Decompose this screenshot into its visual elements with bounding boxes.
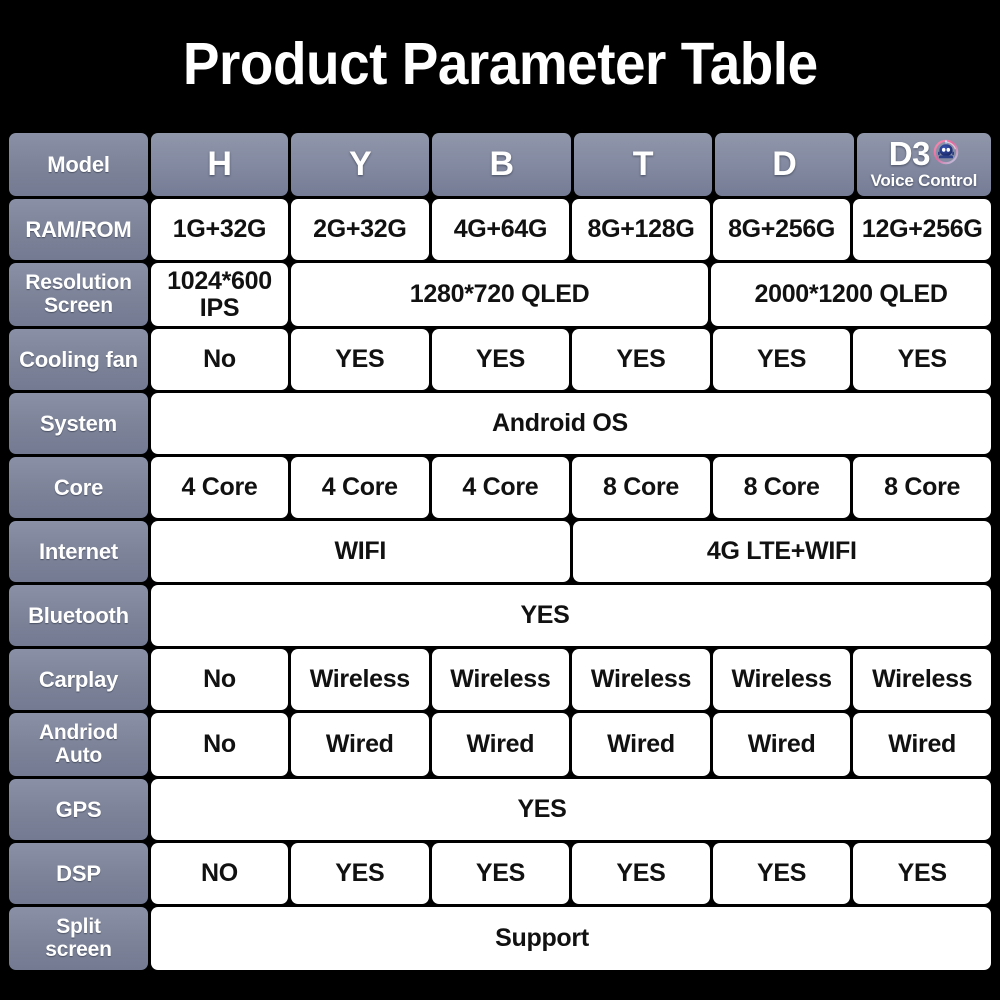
table-row-gps: GPS YES — [9, 779, 991, 840]
cell-dsp-t: YES — [572, 843, 710, 904]
cell-gps-all: YES — [151, 779, 991, 840]
cell-android-auto-t: Wired — [572, 713, 710, 776]
cell-internet-wifi: WIFI — [151, 521, 570, 582]
d3-title-row: D3 — [889, 137, 959, 171]
cell-cooling-h: No — [151, 329, 288, 390]
robot-assistant-icon — [933, 137, 959, 171]
cell-android-auto-d: Wired — [712, 713, 851, 776]
table-row-ram-rom: RAM/ROM 1G+32G 2G+32G 4G+64G 8G+128G 8G+… — [9, 199, 991, 260]
row-label-core: Core — [9, 457, 148, 518]
table-row-resolution-screen: Resolution Screen 1024*600 IPS 1280*720 … — [9, 263, 991, 326]
cell-cooling-t: YES — [572, 329, 710, 390]
cell-core-y: 4 Core — [291, 457, 429, 518]
cell-core-d: 8 Core — [712, 457, 851, 518]
cell-resolution-h: 1024*600 IPS — [151, 263, 288, 326]
cell-dsp-d: YES — [712, 843, 851, 904]
cell-bluetooth-all: YES — [151, 585, 991, 646]
header-cell-d: D — [715, 133, 854, 196]
page-title-wrap: Product Parameter Table — [0, 31, 1000, 97]
cell-core-d3: 8 Core — [853, 457, 991, 518]
cell-core-b: 4 Core — [431, 457, 570, 518]
row-label-system: System — [9, 393, 148, 454]
d3-label: D3 — [888, 135, 931, 173]
cell-ram-t: 8G+128G — [572, 199, 710, 260]
cell-ram-d3: 12G+256G — [853, 199, 991, 260]
cell-carplay-y: Wireless — [291, 649, 429, 710]
row-label-internet: Internet — [9, 521, 148, 582]
row-label-android-auto: Andriod Auto — [9, 713, 148, 776]
cell-android-auto-h: No — [151, 713, 288, 776]
row-label-resolution-line1: Resolution — [25, 271, 132, 295]
row-label-split-screen-line1: Split — [56, 915, 101, 939]
row-label-gps: GPS — [9, 779, 148, 840]
cell-dsp-d3: YES — [853, 843, 991, 904]
header-cell-b: B — [432, 133, 571, 196]
row-label-dsp: DSP — [9, 843, 148, 904]
table-row-bluetooth: Bluetooth YES — [9, 585, 991, 646]
cell-ram-d: 8G+256G — [712, 199, 851, 260]
table-row-android-auto: Andriod Auto No Wired Wired Wired Wired … — [9, 713, 991, 776]
cell-core-t: 8 Core — [572, 457, 710, 518]
cell-cooling-d3: YES — [853, 329, 991, 390]
table-row-core: Core 4 Core 4 Core 4 Core 8 Core 8 Core … — [9, 457, 991, 518]
cell-ram-b: 4G+64G — [431, 199, 570, 260]
row-label-bluetooth: Bluetooth — [9, 585, 148, 646]
table-header-row: Model H Y B T D D3 — [9, 133, 992, 196]
cell-core-h: 4 Core — [151, 457, 288, 518]
parameter-table: Model H Y B T D D3 — [9, 133, 992, 970]
row-label-resolution-screen: Resolution Screen — [9, 263, 148, 326]
d3-subtitle: Voice Control — [870, 170, 978, 190]
cell-android-auto-b: Wired — [431, 713, 570, 776]
table-row-dsp: DSP NO YES YES YES YES YES — [9, 843, 991, 904]
cell-cooling-d: YES — [712, 329, 851, 390]
row-label-cooling-fan: Cooling fan — [9, 329, 148, 390]
header-label-model: Model — [9, 133, 148, 196]
cell-internet-4g-lte: 4G LTE+WIFI — [572, 521, 991, 582]
cell-dsp-b: YES — [431, 843, 570, 904]
header-cell-h: H — [151, 133, 288, 196]
table-row-cooling-fan: Cooling fan No YES YES YES YES YES — [9, 329, 991, 390]
cell-cooling-b: YES — [431, 329, 570, 390]
table-row-internet: Internet WIFI 4G LTE+WIFI — [9, 521, 991, 582]
row-label-split-screen-line2: screen — [45, 937, 112, 961]
cell-android-auto-d3: Wired — [853, 713, 991, 776]
header-cell-d3: D3 — [856, 133, 992, 196]
cell-android-auto-y: Wired — [291, 713, 429, 776]
cell-system-all: Android OS — [151, 393, 991, 454]
cell-cooling-y: YES — [291, 329, 429, 390]
row-label-carplay: Carplay — [9, 649, 148, 710]
cell-ram-y: 2G+32G — [291, 199, 429, 260]
cell-carplay-h: No — [151, 649, 288, 710]
header-cell-y: Y — [291, 133, 430, 196]
table-row-system: System Android OS — [9, 393, 991, 454]
cell-carplay-d: Wireless — [712, 649, 851, 710]
cell-resolution-d-d3: 2000*1200 QLED — [711, 263, 991, 326]
cell-ram-h: 1G+32G — [151, 199, 288, 260]
cell-dsp-h: NO — [151, 843, 288, 904]
table-row-carplay: Carplay No Wireless Wireless Wireless Wi… — [9, 649, 991, 710]
cell-resolution-yb t: 1280*720 QLED — [291, 263, 709, 326]
header-cell-t: T — [573, 133, 713, 196]
row-label-android-auto-line2: Auto — [54, 743, 102, 767]
row-label-ram-rom: RAM/ROM — [9, 199, 148, 260]
cell-carplay-b: Wireless — [431, 649, 570, 710]
cell-dsp-y: YES — [291, 843, 429, 904]
row-label-split-screen: Split screen — [9, 907, 148, 970]
cell-carplay-t: Wireless — [572, 649, 710, 710]
cell-carplay-d3: Wireless — [853, 649, 991, 710]
page-title: Product Parameter Table — [182, 31, 818, 97]
cell-split-screen-all: Support — [151, 907, 991, 970]
row-label-android-auto-line1: Andriod — [38, 721, 119, 745]
row-label-resolution-line2: Screen — [44, 293, 113, 317]
table-row-split-screen: Split screen Support — [9, 907, 991, 970]
